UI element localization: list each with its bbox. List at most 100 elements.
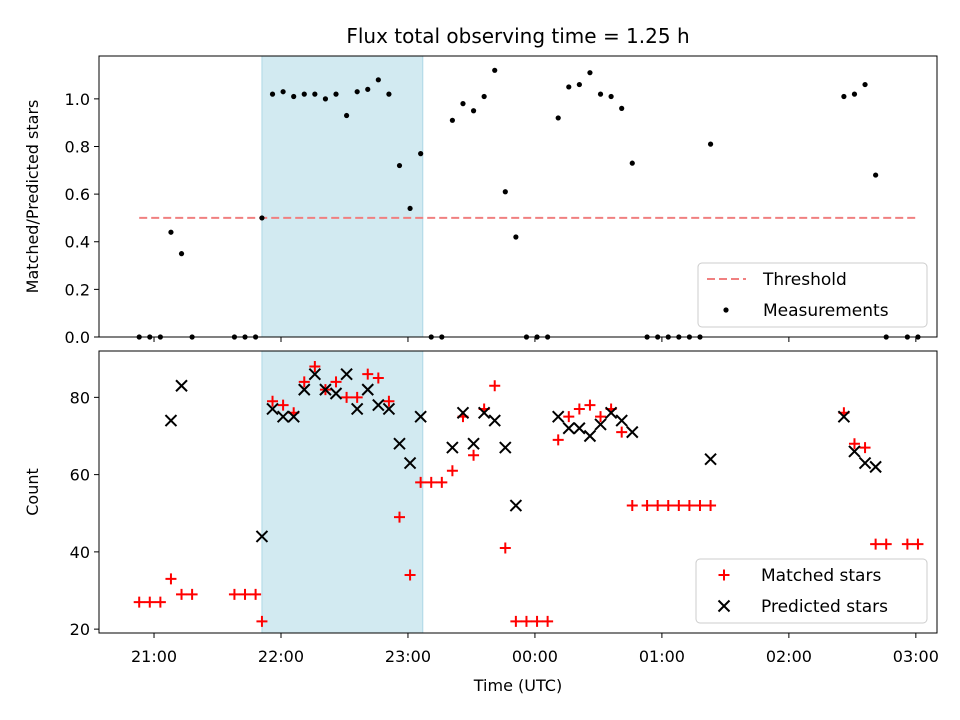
data-point <box>154 596 166 608</box>
data-point <box>619 105 625 111</box>
data-point <box>165 573 177 585</box>
data-point <box>259 215 265 221</box>
data-point <box>489 380 501 392</box>
data-point <box>583 429 597 443</box>
data-point <box>723 307 729 313</box>
y-axis-label: Count <box>23 468 42 516</box>
data-point <box>848 438 860 450</box>
data-point <box>375 77 381 83</box>
observing-window-band <box>261 350 424 634</box>
data-point <box>566 84 572 90</box>
x-tick-label: 21:00 <box>131 647 177 666</box>
data-point <box>266 402 279 416</box>
data-point <box>333 91 339 97</box>
data-point <box>870 538 882 550</box>
data-point <box>562 422 575 435</box>
data-point <box>841 93 847 100</box>
data-point <box>436 476 448 488</box>
data-point <box>386 91 392 97</box>
y-tick-label: 60 <box>70 466 90 485</box>
y-tick-label: 0.6 <box>65 185 90 204</box>
data-point <box>576 81 582 88</box>
axes-frame <box>98 350 938 634</box>
data-point <box>481 93 487 100</box>
legend: Threshold Measurements <box>697 262 928 328</box>
data-point <box>446 441 459 454</box>
data-point <box>228 588 240 600</box>
legend-label: Threshold <box>762 270 847 290</box>
y-tick-label: 80 <box>70 388 90 407</box>
x-tick-label: 23:00 <box>385 647 431 666</box>
data-point <box>404 569 416 581</box>
data-point <box>256 615 268 627</box>
data-point <box>415 476 427 488</box>
data-point <box>901 538 913 550</box>
data-point <box>361 383 374 396</box>
data-point <box>372 372 384 384</box>
data-point <box>859 442 871 454</box>
data-point <box>393 437 406 450</box>
data-point <box>354 89 360 95</box>
data-point <box>629 160 635 166</box>
data-point <box>851 91 858 97</box>
data-point <box>587 70 593 76</box>
x-tick-label: 01:00 <box>639 647 685 666</box>
data-point <box>552 434 564 446</box>
data-point <box>673 500 685 512</box>
data-point <box>616 426 628 438</box>
legend-box <box>697 262 928 328</box>
data-point <box>350 402 364 416</box>
x-tick-label: 00:00 <box>512 647 558 666</box>
data-point <box>470 108 477 114</box>
axes-frame <box>98 55 938 338</box>
data-point <box>382 402 396 416</box>
data-point <box>499 441 512 454</box>
data-point <box>499 542 511 554</box>
x-axis-label: Time (UTC) <box>473 676 562 695</box>
series-predicted-stars <box>164 367 882 543</box>
data-point <box>573 422 586 435</box>
data-point <box>393 511 405 523</box>
panel-1: 0.0 0.2 0.4 0.6 0.8 1.0 Matched/Predicted star… <box>23 24 938 347</box>
data-point <box>309 360 321 372</box>
data-point <box>425 476 437 488</box>
panel-2: 20 40 60 80 21:00 22:00 23:00 00:00 01:00 02:00 03… <box>23 350 939 695</box>
data-point <box>542 615 554 627</box>
data-point <box>563 411 575 423</box>
y-tick-label: 0.4 <box>65 233 90 252</box>
legend-label: Matched stars <box>761 566 881 586</box>
data-point <box>662 500 674 512</box>
data-point <box>573 403 585 415</box>
data-point <box>280 89 286 95</box>
y-tick-label: 0.2 <box>65 280 90 299</box>
data-point <box>520 615 532 627</box>
data-point <box>351 391 363 403</box>
data-point <box>446 465 458 477</box>
data-point <box>329 387 343 400</box>
data-point <box>873 172 879 178</box>
data-point <box>718 569 730 581</box>
y-tick-label: 1.0 <box>65 90 90 109</box>
data-point <box>239 588 251 600</box>
y-tick-label: 0.0 <box>65 328 90 347</box>
data-point <box>396 162 403 169</box>
data-point <box>365 86 371 92</box>
data-point <box>513 234 519 240</box>
legend: Matched stars Predicted stars <box>695 558 928 624</box>
data-point <box>449 117 455 123</box>
data-point <box>597 91 604 97</box>
data-point <box>298 376 310 388</box>
data-point <box>488 414 501 427</box>
data-point <box>694 500 706 512</box>
data-point <box>175 379 188 392</box>
data-point <box>362 368 374 380</box>
data-point <box>186 588 198 600</box>
data-point <box>460 101 466 107</box>
data-point <box>414 410 427 423</box>
data-point <box>255 530 269 543</box>
x-tick-label: 03:00 <box>893 647 939 666</box>
chart-title: Flux total observing time = 1.25 h <box>346 24 689 48</box>
data-point <box>267 395 279 407</box>
data-point <box>509 499 523 512</box>
